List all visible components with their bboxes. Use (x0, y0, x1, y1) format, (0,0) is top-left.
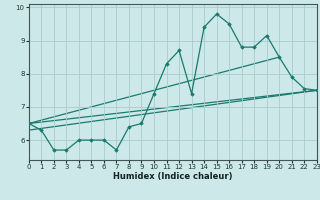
X-axis label: Humidex (Indice chaleur): Humidex (Indice chaleur) (113, 172, 233, 181)
